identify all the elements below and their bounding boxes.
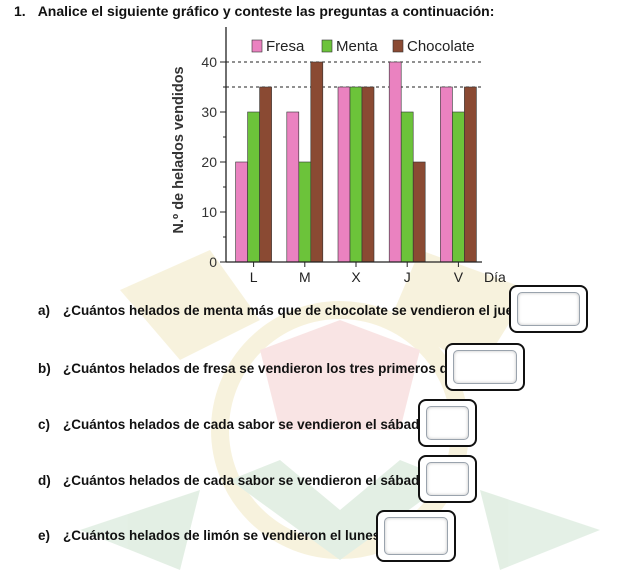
y-tick-label: 30: [201, 104, 217, 120]
answer-box-d[interactable]: [418, 455, 477, 503]
x-tick-label: J: [404, 269, 411, 285]
question-letter: a): [38, 303, 51, 318]
legend-label-chocolate: Chocolate: [407, 38, 475, 55]
bar-menta-X: [349, 86, 363, 263]
answer-box-e[interactable]: [376, 510, 456, 562]
y-tick-label: 10: [201, 204, 217, 220]
ice-cream-bar-chart: L M X J V 0 10 20 30 40 Día N.º de helados vendidos…: [171, 27, 506, 285]
y-tick-label: 20: [201, 154, 217, 170]
bar-chocolate-L: [259, 86, 272, 263]
answer-input-field[interactable]: [384, 517, 448, 555]
question-text: ¿Cuántos helados de fresa se vendieron l…: [63, 361, 475, 376]
question-b: b) ¿Cuántos helados de fresa se vendieron…: [38, 361, 475, 376]
answer-input-field[interactable]: [453, 350, 517, 384]
bar-fresa-M: [286, 111, 300, 263]
y-axis-label: N.º de helados vendidos: [171, 66, 187, 233]
bar-menta-M: [298, 161, 312, 263]
bar-fresa-V: [440, 86, 453, 263]
exercise-heading: 1. Analice el siguiente gráfico y contest…: [14, 3, 494, 19]
exercise-number: 1.: [14, 3, 26, 19]
question-letter: d): [38, 473, 51, 488]
bar-menta-J: [400, 111, 414, 263]
bar-chocolate-V: [464, 86, 477, 263]
legend-swatch-fresa: [251, 39, 263, 53]
x-tick-label: L: [250, 269, 258, 285]
bar-menta-V: [452, 111, 465, 263]
bar-chocolate-M: [310, 61, 324, 263]
answer-input-field[interactable]: [426, 406, 469, 440]
bar-chocolate-X: [361, 86, 375, 263]
question-text: ¿Cuántos helados de menta más que de cho…: [63, 303, 544, 318]
answer-box-a[interactable]: [509, 285, 588, 333]
x-axis-label: Día: [484, 269, 506, 285]
exercise-instruction: Analice el siguiente gráfico y conteste …: [37, 3, 495, 19]
x-tick-label: M: [299, 269, 311, 285]
y-tick-label: 0: [209, 254, 217, 270]
x-tick-label: V: [454, 269, 464, 285]
x-tick-label: X: [351, 269, 361, 285]
question-letter: c): [38, 417, 51, 432]
bar-fresa-X: [337, 86, 351, 263]
question-d: d) ¿Cuántos helados de cada sabor se vend…: [38, 473, 436, 488]
question-letter: b): [38, 361, 51, 376]
answer-input-field[interactable]: [517, 292, 580, 326]
bar-chocolate-J: [412, 161, 426, 263]
bar-menta-L: [247, 111, 260, 263]
bar-fresa-J: [388, 61, 402, 263]
question-a: a) ¿Cuántos helados de menta más que de c…: [38, 303, 544, 318]
bar-fresa-L: [235, 161, 248, 263]
legend-swatch-chocolate: [392, 39, 404, 53]
question-e: e) ¿Cuántos helados de limón se vendieron…: [38, 528, 389, 543]
question-letter: e): [38, 528, 51, 543]
question-text: ¿Cuántos helados de cada sabor se vendie…: [63, 473, 436, 488]
answer-input-field[interactable]: [426, 462, 469, 496]
question-text: ¿Cuántos helados de limón se vendieron e…: [63, 528, 389, 543]
question-text: ¿Cuántos helados de cada sabor se vendie…: [63, 417, 436, 432]
y-tick-label: 40: [201, 54, 217, 70]
answer-box-b[interactable]: [445, 343, 525, 391]
question-c: c) ¿Cuántos helados de cada sabor se vend…: [38, 417, 436, 432]
answer-box-c[interactable]: [418, 399, 477, 447]
legend-swatch-menta: [321, 39, 333, 53]
legend-label-fresa: Fresa: [266, 38, 305, 55]
legend-label-menta: Menta: [336, 38, 378, 55]
